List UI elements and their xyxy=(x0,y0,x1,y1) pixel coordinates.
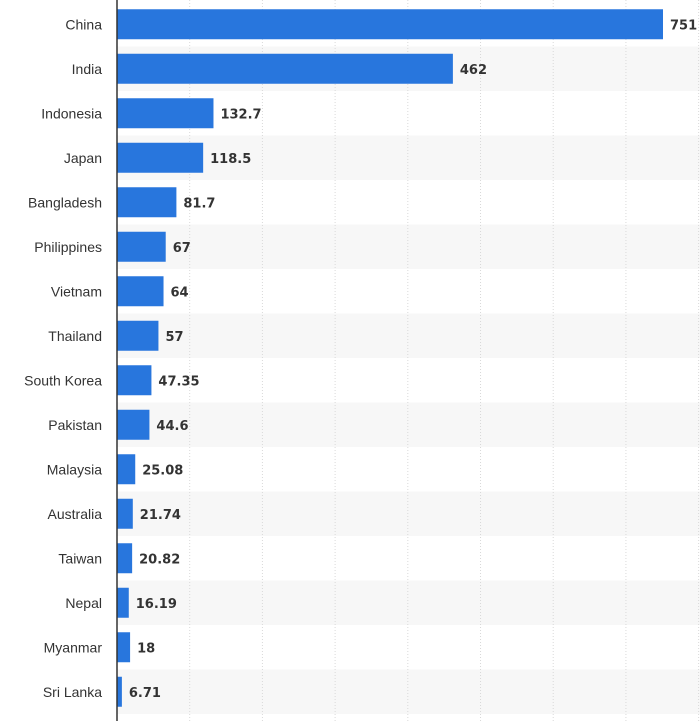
bar-australia xyxy=(117,498,133,529)
value-label: 64 xyxy=(171,285,189,300)
bar-bangladesh xyxy=(117,187,177,218)
category-label: Taiwan xyxy=(58,550,102,566)
value-label: 132.7 xyxy=(220,107,261,122)
row-stripe xyxy=(117,313,700,358)
bar-pakistan xyxy=(117,409,150,440)
value-label: 16.19 xyxy=(136,597,177,612)
value-label: 81.7 xyxy=(183,196,215,211)
category-label: Malaysia xyxy=(47,461,102,477)
bar-nepal xyxy=(117,587,129,618)
value-label: 6.71 xyxy=(129,686,161,701)
bar-indonesia xyxy=(117,98,214,129)
category-label: Australia xyxy=(48,506,103,522)
value-label: 21.74 xyxy=(140,508,181,523)
row-stripe xyxy=(117,402,700,447)
row-stripe xyxy=(117,135,700,180)
bar-sri-lanka xyxy=(117,676,122,707)
value-label: 751 xyxy=(670,18,697,33)
category-label: South Korea xyxy=(24,372,102,388)
value-label: 47.35 xyxy=(158,374,199,389)
category-label: Japan xyxy=(64,150,102,166)
category-label: China xyxy=(65,16,102,32)
category-label: India xyxy=(72,61,103,77)
category-label: Thailand xyxy=(48,328,102,344)
category-label: Myanmar xyxy=(44,639,103,655)
bar-vietnam xyxy=(117,276,164,307)
row-stripe xyxy=(117,580,700,625)
value-label: 118.5 xyxy=(210,152,251,167)
category-label: Vietnam xyxy=(51,283,102,299)
value-label: 57 xyxy=(165,330,183,345)
category-labels: China India Indonesia Japan Bangladesh Philip… xyxy=(24,16,102,700)
bar-philippines xyxy=(117,231,166,262)
value-label: 25.08 xyxy=(142,463,183,478)
value-label: 44.6 xyxy=(156,419,188,434)
row-stripe xyxy=(117,224,700,269)
bar-thailand xyxy=(117,320,159,351)
value-label: 18 xyxy=(137,641,155,656)
category-label: Pakistan xyxy=(48,417,102,433)
category-label: Bangladesh xyxy=(28,194,102,210)
bar-japan xyxy=(117,142,204,173)
value-label: 20.82 xyxy=(139,552,180,567)
row-stripes xyxy=(117,46,700,714)
bar-china xyxy=(117,9,663,40)
bar-south-korea xyxy=(117,365,152,396)
bars xyxy=(117,9,663,707)
category-label: Indonesia xyxy=(41,105,102,121)
bar-india xyxy=(117,53,453,84)
bar-myanmar xyxy=(117,632,131,663)
bar-taiwan xyxy=(117,543,133,574)
value-label: 67 xyxy=(173,241,191,256)
value-labels: 751 462 132.7 118.5 81.7 67 64 57 47.35 44.6 25.08… xyxy=(129,18,697,701)
category-label: Nepal xyxy=(65,595,102,611)
category-label: Philippines xyxy=(34,239,102,255)
row-stripe xyxy=(117,491,700,536)
bar-malaysia xyxy=(117,454,136,485)
value-label: 462 xyxy=(460,63,487,78)
category-label: Sri Lanka xyxy=(43,684,102,700)
row-stripe xyxy=(117,669,700,714)
